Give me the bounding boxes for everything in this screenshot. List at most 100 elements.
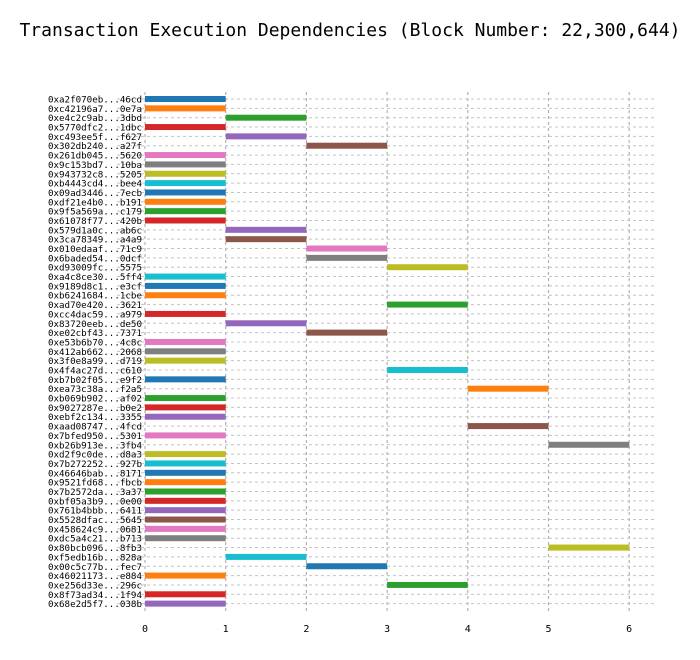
y-tick-label: 0x46646bab...8171: [48, 468, 142, 479]
task-bar: [145, 198, 226, 205]
y-tick-label: 0xc493ee5f...f627: [48, 132, 142, 143]
y-tick-label: 0x09ad3446...7ecb: [48, 188, 142, 199]
y-tick-label: 0x68e2d5f7...038b: [48, 599, 142, 610]
y-tick-label: 0x7b2572da...3a37: [48, 487, 142, 498]
x-tick-label: 3: [384, 624, 390, 635]
y-tick-label: 0x3f0e8a99...d719: [48, 356, 142, 367]
y-tick-label: 0x9f5a569a...c179: [48, 207, 142, 218]
task-bar: [306, 142, 388, 149]
task-bar: [145, 292, 226, 299]
y-tick-label: 0x943732c8...5205: [48, 169, 142, 180]
y-tick-label: 0xcc4dac59...a979: [48, 309, 142, 320]
y-tick-label: 0xebf2c134...3355: [48, 412, 142, 423]
y-tick-labels: 0xa2f070eb...46cd0xc42196a7...0e7a0xe4c2…: [48, 95, 143, 611]
task-bar: [145, 497, 226, 504]
y-tick-label: 0x302db240...a27f: [48, 141, 142, 152]
task-bar: [145, 535, 226, 542]
task-bar: [145, 460, 226, 467]
task-bar: [145, 516, 226, 523]
x-tick-label: 6: [626, 624, 632, 635]
y-tick-label: 0x458624c9...0681: [48, 524, 142, 535]
y-tick-label: 0x8f73ad34...1f94: [48, 590, 143, 601]
y-tick-label: 0xe53b6b70...4c8c: [48, 337, 142, 348]
bar-layer: [145, 96, 630, 607]
task-bar: [387, 581, 468, 588]
y-tick-label: 0xb4443cd4...bee4: [48, 179, 143, 190]
x-tick-label: 1: [223, 624, 229, 635]
y-tick-label: 0xf5edb16b...828a: [48, 552, 142, 563]
task-bar: [467, 423, 549, 430]
y-tick-label: 0x3ca78349...a4a9: [48, 235, 142, 246]
y-tick-label: 0x7b272252...927b: [48, 459, 142, 470]
y-tick-label: 0xdf21e4b0...b191: [48, 197, 142, 208]
y-tick-label: 0x5770dfc2...1dbc: [48, 123, 142, 134]
y-tick-label: 0x83720eeb...de50: [48, 319, 142, 330]
task-bar: [145, 189, 226, 196]
task-bar: [387, 367, 468, 374]
task-bar: [145, 600, 226, 607]
task-bar: [145, 96, 226, 102]
task-bar: [145, 591, 226, 598]
task-bar: [145, 469, 226, 476]
y-tick-label: 0xd2f9c0de...d8a3: [48, 450, 142, 461]
y-tick-label: 0xe4c2c9ab...3dbd: [48, 113, 142, 124]
task-bar: [548, 441, 630, 448]
task-bar: [145, 376, 226, 383]
x-tick-labels: 0 1 2 3 4 5 6: [142, 624, 632, 635]
task-bar: [387, 301, 468, 308]
y-tick-label: 0xa2f070eb...46cd: [48, 95, 142, 106]
task-bar: [145, 348, 226, 355]
task-bar: [225, 133, 307, 140]
task-bar: [225, 236, 307, 243]
task-bar: [145, 525, 226, 532]
task-bar: [145, 208, 226, 215]
y-tick-label: 0xa4c8ce30...5ff4: [48, 272, 143, 283]
task-bar: [145, 273, 226, 280]
task-bar: [387, 264, 468, 271]
task-bar: [145, 432, 226, 439]
y-tick-label: 0x5528dfac...5645: [48, 515, 142, 526]
task-bar: [145, 124, 226, 131]
task-bar: [145, 217, 226, 224]
y-tick-label: 0xe256d33e...296c: [48, 580, 142, 591]
y-tick-label: 0xaad08747...4fcd: [48, 422, 142, 433]
task-bar: [145, 507, 226, 514]
y-tick-label: 0x80bcb096...8fb3: [48, 543, 142, 554]
task-bar: [145, 282, 226, 289]
task-bar: [145, 395, 226, 402]
task-bar: [145, 479, 226, 486]
task-bar: [145, 572, 226, 579]
task-bar: [225, 553, 307, 560]
task-bar: [145, 310, 226, 317]
task-bar: [145, 413, 226, 420]
task-bar: [306, 254, 388, 261]
task-bar: [145, 404, 226, 411]
y-tick-label: 0xdc5a4c21...b713: [48, 534, 142, 545]
y-tick-label: 0xb6241684...1cbe: [48, 291, 142, 302]
y-tick-label: 0x7bfed950...5301: [48, 431, 142, 442]
y-tick-label: 0xd93009fc...5575: [48, 263, 142, 274]
task-bar: [145, 161, 226, 168]
task-bar: [145, 357, 226, 364]
task-bar: [145, 152, 226, 159]
x-tick-label: 4: [465, 624, 471, 635]
y-tick-label: 0x412ab662...2068: [48, 347, 142, 358]
task-bar: [145, 451, 226, 458]
y-tick-label: 0xea73c38a...f2a5: [48, 384, 142, 395]
y-tick-label: 0xb7b02f05...e9f2: [48, 375, 142, 386]
y-tick-label: 0x9521fd68...fbcb: [48, 478, 142, 489]
task-bar: [306, 329, 388, 336]
task-bar: [145, 338, 226, 345]
task-bar: [225, 226, 307, 233]
y-tick-label: 0x4f4ac27d...c610: [48, 366, 142, 377]
y-tick-label: 0x9189d8c1...e3cf: [48, 281, 142, 292]
x-tick-label: 0: [142, 624, 148, 635]
y-tick-label: 0xe02cbf43...7371: [48, 328, 142, 339]
y-tick-label: 0x010edaaf...71c9: [48, 244, 142, 255]
task-bar: [548, 544, 630, 551]
y-tick-label: 0x9c153bd7...10ba: [48, 160, 142, 171]
y-tick-label: 0xbf05a3b9...0e00: [48, 496, 142, 507]
task-bar: [467, 385, 549, 392]
